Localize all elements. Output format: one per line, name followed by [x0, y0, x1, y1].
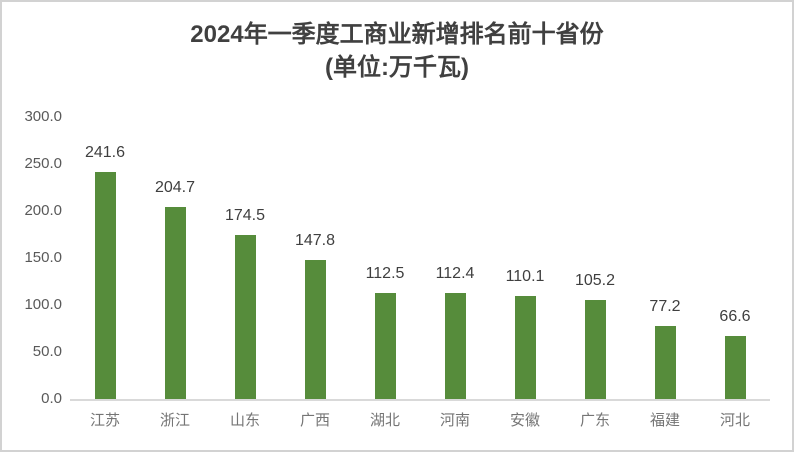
bar: [234, 234, 256, 399]
bar-slot: 105.2: [560, 117, 630, 399]
chart-title: 2024年一季度工商业新增排名前十省份 (单位:万千瓦): [2, 18, 792, 84]
y-axis-tick-label: 50.0: [32, 343, 62, 360]
y-axis: 0.0 50.0 100.0 150.0 200.0 250.0 300.0: [2, 108, 62, 407]
y-axis-tick-label: 0.0: [41, 390, 62, 407]
bar-slot: 77.2: [630, 117, 700, 399]
plot-area: 241.6 204.7 174.5 147.8 112.5 112.4 110.1 105.2…: [70, 117, 770, 401]
bar: [654, 326, 676, 399]
bar-slot: 147.8: [280, 117, 350, 399]
y-axis-tick-label: 200.0: [24, 202, 62, 219]
chart-title-line1: 2024年一季度工商业新增排名前十省份: [190, 21, 604, 48]
bar: [94, 171, 116, 399]
bar-slot: 241.6: [70, 117, 140, 399]
x-axis-category-label: 江苏: [89, 412, 120, 429]
bar-slot: 66.6: [700, 117, 770, 399]
bar-value-label: 147.8: [294, 232, 336, 250]
x-axis-category-label: 福建: [649, 412, 680, 429]
y-axis-tick-label: 100.0: [24, 296, 62, 313]
bar: [724, 336, 746, 399]
bar-slot: 204.7: [140, 117, 210, 399]
x-axis-category-label: 安徽: [509, 412, 540, 429]
bar: [374, 293, 396, 399]
bar-value-label: 174.5: [224, 206, 266, 224]
x-axis: 江苏 浙江 山东 广西 湖北 河南 安徽 广东 福建 河北: [70, 409, 770, 430]
bar-value-label: 112.4: [435, 265, 475, 283]
chart-title-line2: (单位:万千瓦): [325, 54, 469, 82]
bar-value-label: 110.1: [505, 267, 545, 285]
y-axis-tick-label: 300.0: [24, 108, 62, 125]
bar: [304, 260, 326, 399]
bar-slot: 112.4: [420, 117, 490, 399]
x-axis-category-label: 河北: [719, 412, 750, 429]
bar-value-label: 112.5: [365, 265, 405, 283]
x-axis-category-label: 河南: [439, 412, 470, 429]
x-axis-category-label: 广西: [299, 412, 330, 429]
bar: [164, 206, 186, 399]
bar-value-label: 241.6: [84, 143, 126, 161]
x-axis-category-label: 广东: [579, 412, 610, 429]
x-axis-category-label: 山东: [229, 412, 260, 429]
bar-slot: 112.5: [350, 117, 420, 399]
bar: [514, 295, 536, 399]
bar-value-label: 204.7: [154, 178, 196, 196]
x-axis-category-label: 湖北: [369, 412, 400, 429]
bar-value-label: 105.2: [574, 272, 616, 290]
bar-slot: 174.5: [210, 117, 280, 399]
y-axis-tick-label: 150.0: [24, 249, 62, 266]
bar: [584, 300, 606, 399]
bar: [444, 293, 466, 399]
y-axis-tick-label: 250.0: [24, 155, 62, 172]
bar-value-label: 77.2: [649, 298, 681, 316]
bar-value-label: 66.6: [719, 308, 751, 326]
bar-slot: 110.1: [490, 117, 560, 399]
x-axis-category-label: 浙江: [159, 412, 190, 429]
